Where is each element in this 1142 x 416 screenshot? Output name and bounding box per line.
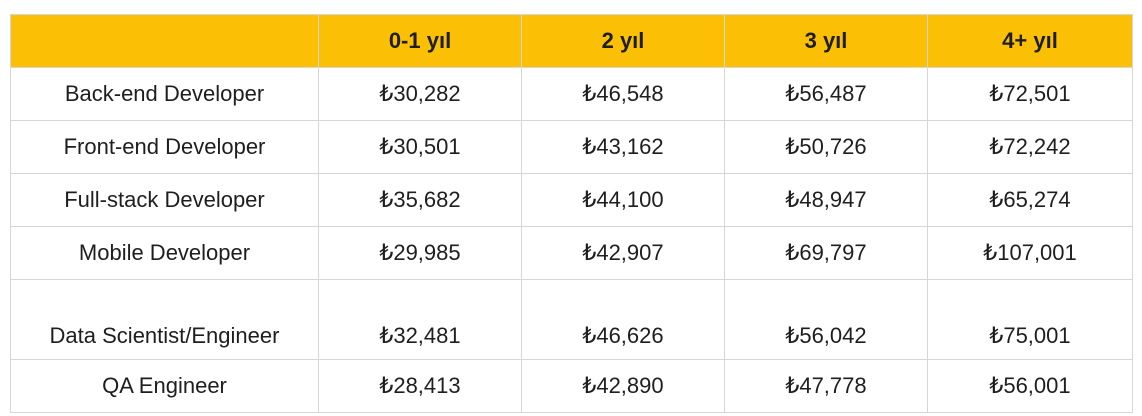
header-row: 0-1 yıl 2 yıl 3 yıl 4+ yıl bbox=[10, 14, 1133, 68]
table-row: Mobile Developer ₺29,985 ₺42,907 ₺69,797 ₺10… bbox=[10, 226, 1133, 280]
salary-table: 0-1 yıl 2 yıl 3 yıl 4+ yıl Back-end Develop… bbox=[10, 14, 1133, 413]
salary-cell: ₺72,501 bbox=[927, 67, 1133, 121]
salary-cell: ₺44,100 bbox=[521, 173, 725, 227]
column-header: 4+ yıl bbox=[927, 14, 1133, 68]
row-label: Front-end Developer bbox=[10, 120, 319, 174]
column-header: 0-1 yıl bbox=[318, 14, 522, 68]
salary-cell: ₺30,282 bbox=[318, 67, 522, 121]
salary-cell: ₺48,947 bbox=[724, 173, 928, 227]
column-header: 2 yıl bbox=[521, 14, 725, 68]
salary-cell: ₺32,481 bbox=[318, 279, 522, 360]
salary-cell: ₺50,726 bbox=[724, 120, 928, 174]
salary-cell: ₺46,548 bbox=[521, 67, 725, 121]
salary-cell: ₺43,162 bbox=[521, 120, 725, 174]
salary-cell: ₺56,042 bbox=[724, 279, 928, 360]
row-label: Full-stack Developer bbox=[10, 173, 319, 227]
table-row: QA Engineer ₺28,413 ₺42,890 ₺47,778 ₺56,001 bbox=[10, 359, 1133, 413]
salary-cell: ₺47,778 bbox=[724, 359, 928, 413]
salary-cell: ₺46,626 bbox=[521, 279, 725, 360]
salary-cell: ₺72,242 bbox=[927, 120, 1133, 174]
salary-cell: ₺69,797 bbox=[724, 226, 928, 280]
salary-cell: ₺35,682 bbox=[318, 173, 522, 227]
salary-cell: ₺29,985 bbox=[318, 226, 522, 280]
column-header: 3 yıl bbox=[724, 14, 928, 68]
salary-cell: ₺56,001 bbox=[927, 359, 1133, 413]
row-label: Mobile Developer bbox=[10, 226, 319, 280]
table-row: Back-end Developer ₺30,282 ₺46,548 ₺56,487 ₺… bbox=[10, 67, 1133, 121]
salary-cell: ₺65,274 bbox=[927, 173, 1133, 227]
salary-cell: ₺75,001 bbox=[927, 279, 1133, 360]
table-row: Full-stack Developer ₺35,682 ₺44,100 ₺48,94… bbox=[10, 173, 1133, 227]
salary-cell: ₺30,501 bbox=[318, 120, 522, 174]
row-label: Data Scientist/Engineer bbox=[10, 279, 319, 360]
salary-cell: ₺28,413 bbox=[318, 359, 522, 413]
table-row: Front-end Developer ₺30,501 ₺43,162 ₺50,726… bbox=[10, 120, 1133, 174]
salary-cell: ₺42,890 bbox=[521, 359, 725, 413]
table-row: Data Scientist/Engineer ₺32,481 ₺46,626 ₺56… bbox=[10, 279, 1133, 360]
salary-cell: ₺56,487 bbox=[724, 67, 928, 121]
salary-cell: ₺42,907 bbox=[521, 226, 725, 280]
salary-cell: ₺107,001 bbox=[927, 226, 1133, 280]
row-label: QA Engineer bbox=[10, 359, 319, 413]
corner-cell bbox=[10, 14, 319, 68]
row-label: Back-end Developer bbox=[10, 67, 319, 121]
